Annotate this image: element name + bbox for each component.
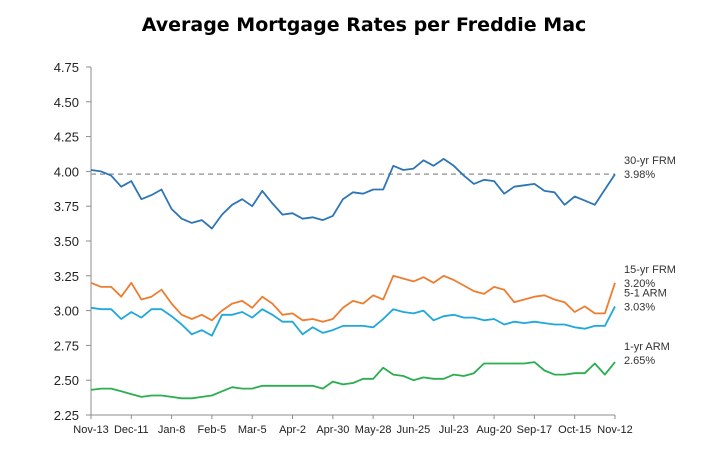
y-tick-label: 4.50 bbox=[54, 95, 79, 110]
x-tick-label: Jul-23 bbox=[439, 424, 469, 436]
series-value-label: 3.20% bbox=[624, 278, 655, 290]
series-line-30-yr-frm bbox=[90, 157, 616, 230]
x-tick-label: Feb-5 bbox=[198, 424, 227, 436]
x-tick-label: Nov-12 bbox=[597, 424, 632, 436]
series-name-label: 5-1 ARM bbox=[624, 287, 667, 299]
y-tick-label: 4.25 bbox=[54, 130, 79, 145]
series-group bbox=[90, 157, 616, 400]
x-tick-label: May-28 bbox=[355, 424, 392, 436]
y-tick-label: 4.75 bbox=[54, 60, 79, 75]
x-tick-label: Oct-15 bbox=[558, 424, 591, 436]
x-tick-label: Sep-17 bbox=[517, 424, 552, 436]
y-tick-label: 3.25 bbox=[54, 269, 79, 284]
series-value-label: 3.98% bbox=[624, 169, 655, 181]
x-tick-label: Apr-2 bbox=[279, 424, 306, 436]
x-tick-label: Jun-25 bbox=[397, 424, 431, 436]
series-line-1-yr-arm bbox=[90, 361, 616, 400]
y-tick-label: 2.50 bbox=[54, 373, 79, 388]
y-tick-label: 3.50 bbox=[54, 234, 79, 249]
series-value-label: 2.65% bbox=[624, 355, 655, 367]
y-tick-label: 2.25 bbox=[54, 408, 79, 423]
y-tick-label: 3.75 bbox=[54, 199, 79, 214]
series-labels-group: 30-yr FRM 3.98% 15-yr FRM 3.20%5-1 ARM 3.03%… bbox=[624, 155, 676, 367]
x-tick-label: Dec-11 bbox=[114, 424, 149, 436]
series-name-label: 15-yr FRM bbox=[624, 264, 676, 276]
series-line-5-1-arm bbox=[90, 305, 616, 337]
x-tick-label: Nov-13 bbox=[73, 424, 108, 436]
series-name-label: 30-yr FRM bbox=[624, 155, 676, 167]
x-tick-label: Mar-5 bbox=[238, 424, 267, 436]
y-tick-label: 2.75 bbox=[54, 338, 79, 353]
y-tick-label: 3.00 bbox=[54, 304, 79, 319]
chart-title: Average Mortgage Rates per Freddie Mac bbox=[141, 14, 587, 36]
x-tick-label: Apr-30 bbox=[316, 424, 349, 436]
series-value-label: 3.03% bbox=[624, 301, 655, 313]
series-name-label: 1-yr ARM bbox=[624, 341, 670, 353]
axes: 2.25 2.50 2.75 3.00 3.25 3.50 3.75 4.00 4.25 4.50… bbox=[54, 60, 633, 436]
y-tick-label: 4.00 bbox=[54, 164, 79, 179]
x-tick-label: Jan-8 bbox=[158, 424, 186, 436]
series-line-15-yr-frm bbox=[90, 274, 616, 323]
x-tick-label: Aug-20 bbox=[476, 424, 511, 436]
